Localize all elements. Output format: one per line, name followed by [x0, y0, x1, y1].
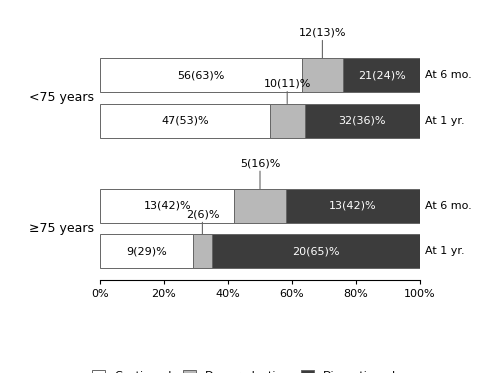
- Text: <75 years: <75 years: [28, 91, 94, 104]
- Text: 21(24)%: 21(24)%: [358, 70, 406, 80]
- Text: 12(13)%: 12(13)%: [298, 28, 346, 58]
- Text: 56(63)%: 56(63)%: [177, 70, 224, 80]
- Bar: [302, 58, 343, 92]
- Text: 32(36)%: 32(36)%: [338, 116, 386, 126]
- Text: At 1 yr.: At 1 yr.: [425, 246, 465, 256]
- Text: 2(6)%: 2(6)%: [186, 210, 219, 234]
- Text: At 6 mo.: At 6 mo.: [425, 70, 472, 80]
- Bar: [100, 104, 270, 138]
- Text: 20(65)%: 20(65)%: [292, 246, 340, 256]
- Text: 5(16)%: 5(16)%: [240, 159, 280, 189]
- Bar: [100, 234, 193, 269]
- Bar: [100, 58, 302, 92]
- Bar: [270, 104, 305, 138]
- Bar: [305, 104, 420, 138]
- Text: At 6 mo.: At 6 mo.: [425, 201, 472, 211]
- Bar: [212, 234, 420, 269]
- Text: 13(42)%: 13(42)%: [329, 201, 376, 211]
- Text: 10(11)%: 10(11)%: [264, 79, 311, 104]
- Text: At 1 yr.: At 1 yr.: [425, 116, 465, 126]
- Text: ≥75 years: ≥75 years: [28, 222, 94, 235]
- Text: 13(42)%: 13(42)%: [144, 201, 191, 211]
- Bar: [234, 189, 286, 223]
- Legend: Continued, Dose reduction, Discontinued: Continued, Dose reduction, Discontinued: [88, 366, 401, 373]
- Bar: [286, 189, 420, 223]
- Bar: [193, 234, 212, 269]
- Bar: [100, 189, 234, 223]
- Text: 9(29)%: 9(29)%: [126, 246, 167, 256]
- Bar: [343, 58, 420, 92]
- Text: 47(53)%: 47(53)%: [161, 116, 208, 126]
